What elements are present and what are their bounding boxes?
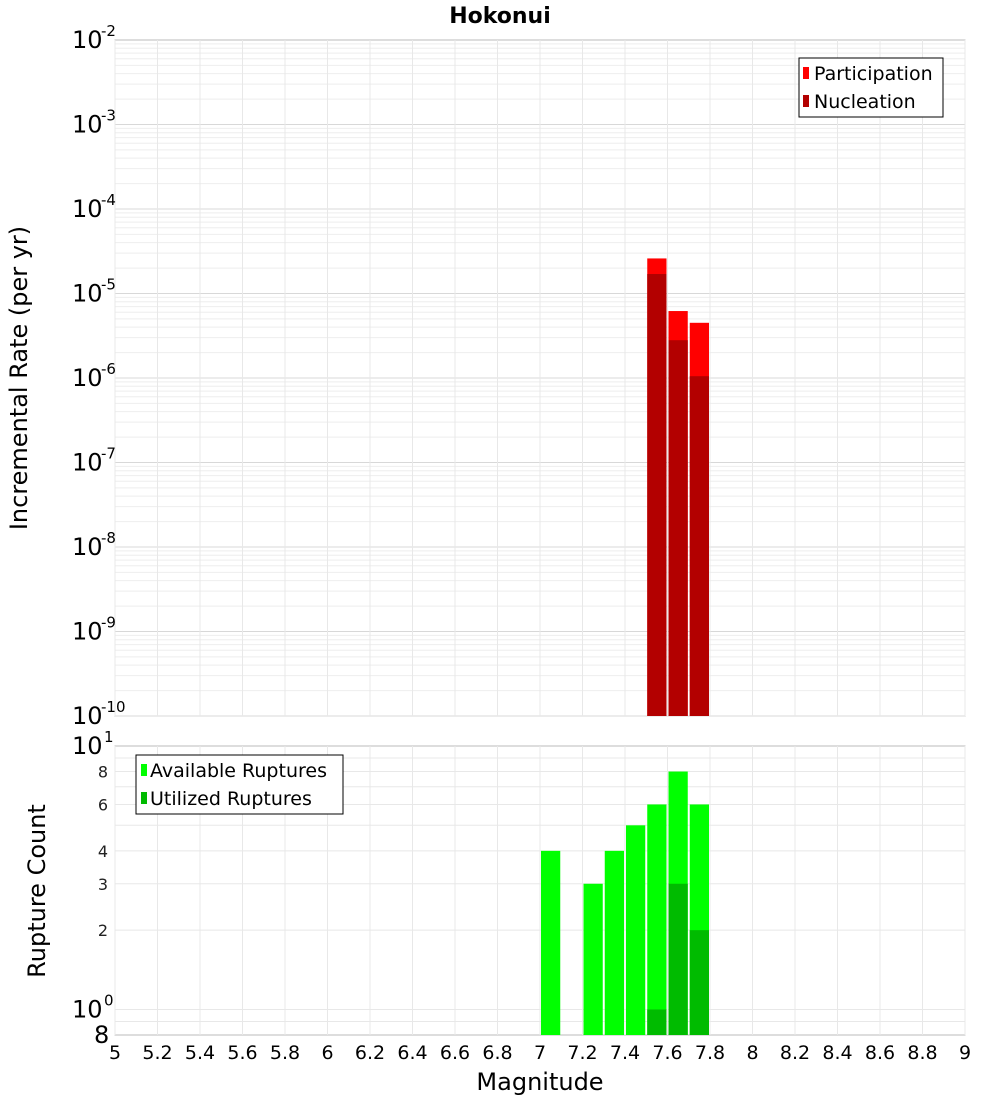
top-y-tick-base: 10 [72,533,103,561]
available-ruptures-bar [541,850,561,1035]
top-y-tick: 10-4 [72,191,116,223]
chart-title: Hokonui [449,4,551,29]
bottom-y-tick-power: 10 0 [72,991,114,1023]
top-bars [647,258,709,716]
bottom-y-tick-base: 10 [72,732,103,760]
top-y-tick-base: 10 [72,449,103,477]
x-tick-label: 8.8 [907,1042,937,1064]
x-tick-label: 5.2 [142,1042,172,1064]
bottom-y-axis-label: Rupture Count [23,804,51,978]
x-tick-label: 8.4 [822,1042,852,1064]
top-y-tick-base: 10 [72,195,103,223]
top-y-tick-labels: 10-210-310-410-510-610-710-810-910-10 [72,22,126,730]
top-y-tick-base: 10 [72,26,103,54]
x-tick-label: 7 [534,1042,546,1064]
top-y-tick: 10-7 [72,445,116,477]
utilized-ruptures-bar [689,930,709,1035]
top-panel: Hokonui 10-210-310-410-510-610-710-810-9… [5,4,966,730]
top-y-tick-base: 10 [72,364,103,392]
x-tick-label: 8.6 [865,1042,895,1064]
top-y-tick: 10-6 [72,360,116,392]
bottom-y-minor-tick: 6 [98,795,108,814]
available-ruptures-bar [626,825,646,1035]
legend-label-utilized: Utilized Ruptures [150,788,312,810]
x-tick-label: 7.8 [695,1042,725,1064]
top-y-axis-label: Incremental Rate (per yr) [5,226,33,530]
legend-swatch-available [141,764,147,776]
bottom-y-tick-exponent: 0 [104,991,114,1009]
legend-swatch-nucleation [803,95,809,107]
top-y-tick-base: 10 [72,702,103,730]
bottom-bars [541,771,709,1035]
nucleation-bar [668,340,688,716]
x-tick-label: 7.6 [652,1042,682,1064]
nucleation-bar [647,274,667,716]
top-y-tick-base: 10 [72,618,103,646]
x-tick-label: 9 [959,1042,971,1064]
top-y-tick-exponent: -7 [101,445,116,463]
bottom-y-tick-base: 10 [72,995,103,1023]
bottom-y-tick-exponent: 1 [104,728,114,746]
top-y-tick-exponent: -3 [101,107,116,125]
utilized-ruptures-bar [647,1009,667,1035]
top-y-tick: 10-2 [72,22,116,54]
bottom-y-tick-power: 10 1 [72,728,114,760]
top-grid [114,40,966,717]
top-y-tick-exponent: -2 [101,22,116,40]
x-tick-label: 5.6 [227,1042,257,1064]
bottom-y-minor-tick: 2 [98,921,108,940]
top-y-tick-base: 10 [72,280,103,308]
top-y-tick-base: 10 [72,111,103,139]
top-y-tick: 10-8 [72,529,116,561]
legend-swatch-utilized [141,792,147,804]
available-ruptures-bar [647,804,667,1035]
available-ruptures-bar [604,850,624,1035]
bottom-legend-box [135,754,344,815]
top-legend: Participation Nucleation [798,57,944,118]
x-tick-label: 7.2 [567,1042,597,1064]
x-tick-label: 7.4 [610,1042,640,1064]
legend-label-available: Available Ruptures [150,760,327,782]
bottom-y-min-tick: 8 [94,1021,109,1049]
top-legend-box [798,57,944,118]
bottom-legend: Available Ruptures Utilized Ruptures [135,754,344,815]
top-y-tick-exponent: -5 [101,276,116,294]
x-tick-label: 6.4 [397,1042,427,1064]
available-ruptures-bar [583,883,603,1035]
x-tick-label: 6.6 [440,1042,470,1064]
x-tick-label: 6.2 [355,1042,385,1064]
top-y-tick-exponent: -4 [101,191,116,209]
x-tick-label: 5.8 [270,1042,300,1064]
bottom-y-minor-tick: 8 [98,763,108,782]
x-tick-label: 6 [321,1042,333,1064]
bottom-y-minor-tick: 4 [98,842,108,861]
top-y-tick-exponent: -9 [101,614,116,632]
top-y-tick: 10-3 [72,107,116,139]
x-tick-label: 8 [746,1042,758,1064]
top-y-tick-exponent: -6 [101,360,116,378]
utilized-ruptures-bar [668,883,688,1035]
legend-label-participation: Participation [814,63,933,85]
top-y-tick: 10-10 [72,698,126,730]
bottom-y-minor-tick: 3 [98,875,108,894]
x-tick-label: 5.4 [185,1042,215,1064]
x-axis-label: Magnitude [476,1068,603,1096]
x-tick-label: 8.2 [780,1042,810,1064]
top-y-tick-exponent: -8 [101,529,116,547]
legend-label-nucleation: Nucleation [814,91,916,113]
top-y-tick: 10-5 [72,276,116,308]
x-tick-label: 5 [109,1042,121,1064]
top-y-tick: 10-9 [72,614,116,646]
x-tick-label: 6.8 [482,1042,512,1064]
top-y-tick-exponent: -10 [101,698,126,716]
nucleation-bar [689,376,709,716]
x-tick-labels: 5 5.2 5.4 5.6 5.8 6 6.2 6.4 6.6 6.8 7 7.2 7.4 7.6 7.8 8… [109,1042,971,1064]
legend-swatch-participation [803,67,809,79]
